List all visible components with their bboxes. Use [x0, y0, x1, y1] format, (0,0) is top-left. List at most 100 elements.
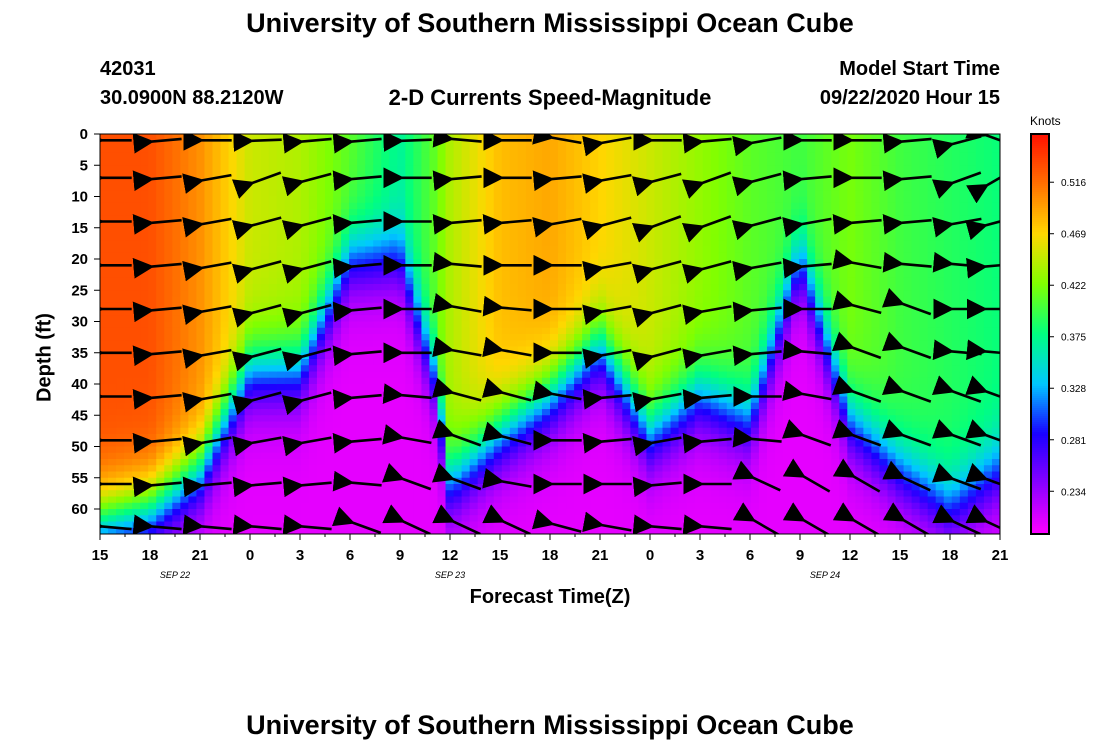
heat-cell: [373, 371, 382, 379]
heat-cell: [437, 290, 447, 298]
heat-cell: [421, 377, 431, 385]
heat-cell: [172, 284, 181, 291]
heat-cell: [630, 402, 639, 410]
heat-cell: [116, 427, 125, 435]
heat-cell: [236, 409, 246, 416]
heat-cell: [292, 134, 302, 141]
heat-cell: [373, 477, 382, 485]
heat-cell: [437, 190, 447, 198]
heat-cell: [156, 277, 165, 285]
heat-cell: [172, 459, 181, 466]
heat-cell: [710, 459, 720, 466]
heat-cell: [718, 177, 728, 185]
heat-cell: [413, 446, 423, 454]
heat-cell: [598, 134, 607, 141]
heat-cell: [333, 377, 342, 385]
heat-cell: [469, 502, 479, 510]
heat-cell: [116, 296, 125, 304]
heat-cell: [349, 252, 358, 260]
heat-cell: [702, 152, 712, 160]
heat-cell: [638, 309, 648, 316]
heat-cell: [501, 440, 511, 448]
heat-cell: [341, 371, 350, 379]
heat-cell: [116, 196, 125, 204]
heat-cell: [276, 502, 286, 510]
heat-cell: [100, 371, 109, 379]
heat-cell: [493, 309, 503, 316]
heat-cell: [485, 159, 495, 166]
heat-cell: [501, 459, 511, 466]
heat-cell: [292, 246, 302, 254]
heat-cell: [381, 377, 390, 385]
heat-cell: [373, 234, 382, 241]
heat-cell: [325, 490, 334, 498]
heat-cell: [188, 371, 198, 379]
heat-cell: [702, 352, 712, 360]
heat-cell: [598, 334, 607, 341]
heat-cell: [300, 409, 310, 416]
heat-cell: [212, 509, 222, 516]
heat-cell: [718, 496, 728, 504]
heat-cell: [124, 240, 133, 248]
heat-cell: [220, 434, 230, 441]
heat-cell: [445, 284, 455, 291]
heat-cell: [485, 302, 495, 310]
heat-cell: [686, 515, 696, 523]
heat-cell: [429, 446, 439, 454]
heat-cell: [501, 502, 511, 510]
heat-cell: [550, 327, 559, 335]
heat-cell: [694, 159, 704, 166]
heat-cell: [558, 296, 567, 304]
heat-cell: [477, 227, 487, 235]
heat-cell: [638, 177, 648, 185]
heat-cell: [461, 527, 471, 534]
heat-cell: [244, 396, 254, 404]
heat-cell: [493, 521, 503, 529]
heat-cell: [100, 340, 109, 348]
heat-cell: [260, 359, 270, 366]
heat-cell: [606, 171, 615, 179]
heat-cell: [662, 521, 672, 529]
heat-cell: [429, 415, 439, 423]
heat-cell: [509, 390, 519, 398]
heat-cell: [590, 415, 599, 423]
heat-cell: [590, 421, 599, 429]
heat-cell: [622, 196, 631, 204]
heat-cell: [292, 227, 302, 235]
heat-cell: [630, 177, 639, 185]
heat-cell: [316, 259, 326, 266]
heat-cell: [718, 209, 728, 216]
heat-cell: [550, 421, 559, 429]
heat-cell: [180, 140, 189, 148]
heat-cell: [381, 302, 390, 310]
heat-cell: [284, 284, 294, 291]
heat-cell: [244, 452, 254, 460]
heat-cell: [718, 359, 728, 366]
heat-cell: [678, 446, 688, 454]
heat-cell: [461, 227, 471, 235]
heat-cell: [606, 146, 615, 154]
heat-cell: [574, 421, 583, 429]
heat-cell: [477, 384, 487, 391]
heat-cell: [566, 409, 575, 416]
heat-cell: [501, 277, 511, 285]
heat-cell: [509, 215, 519, 223]
heat-cell: [212, 315, 222, 323]
heat-cell: [276, 384, 286, 391]
heat-cell: [710, 271, 720, 279]
heat-cell: [308, 296, 318, 304]
heat-cell: [678, 334, 688, 341]
heat-cell: [533, 184, 543, 191]
heat-cell: [140, 171, 149, 179]
heat-cell: [228, 465, 238, 473]
heat-cell: [236, 334, 246, 341]
heat-cell: [686, 477, 696, 485]
heat-cell: [574, 352, 583, 360]
heat-cell: [188, 396, 198, 404]
heat-cell: [541, 302, 551, 310]
heat-cell: [437, 327, 447, 335]
heat-cell: [349, 484, 358, 491]
heat-cell: [590, 234, 599, 241]
heat-cell: [373, 259, 382, 266]
heat-cell: [156, 434, 165, 441]
